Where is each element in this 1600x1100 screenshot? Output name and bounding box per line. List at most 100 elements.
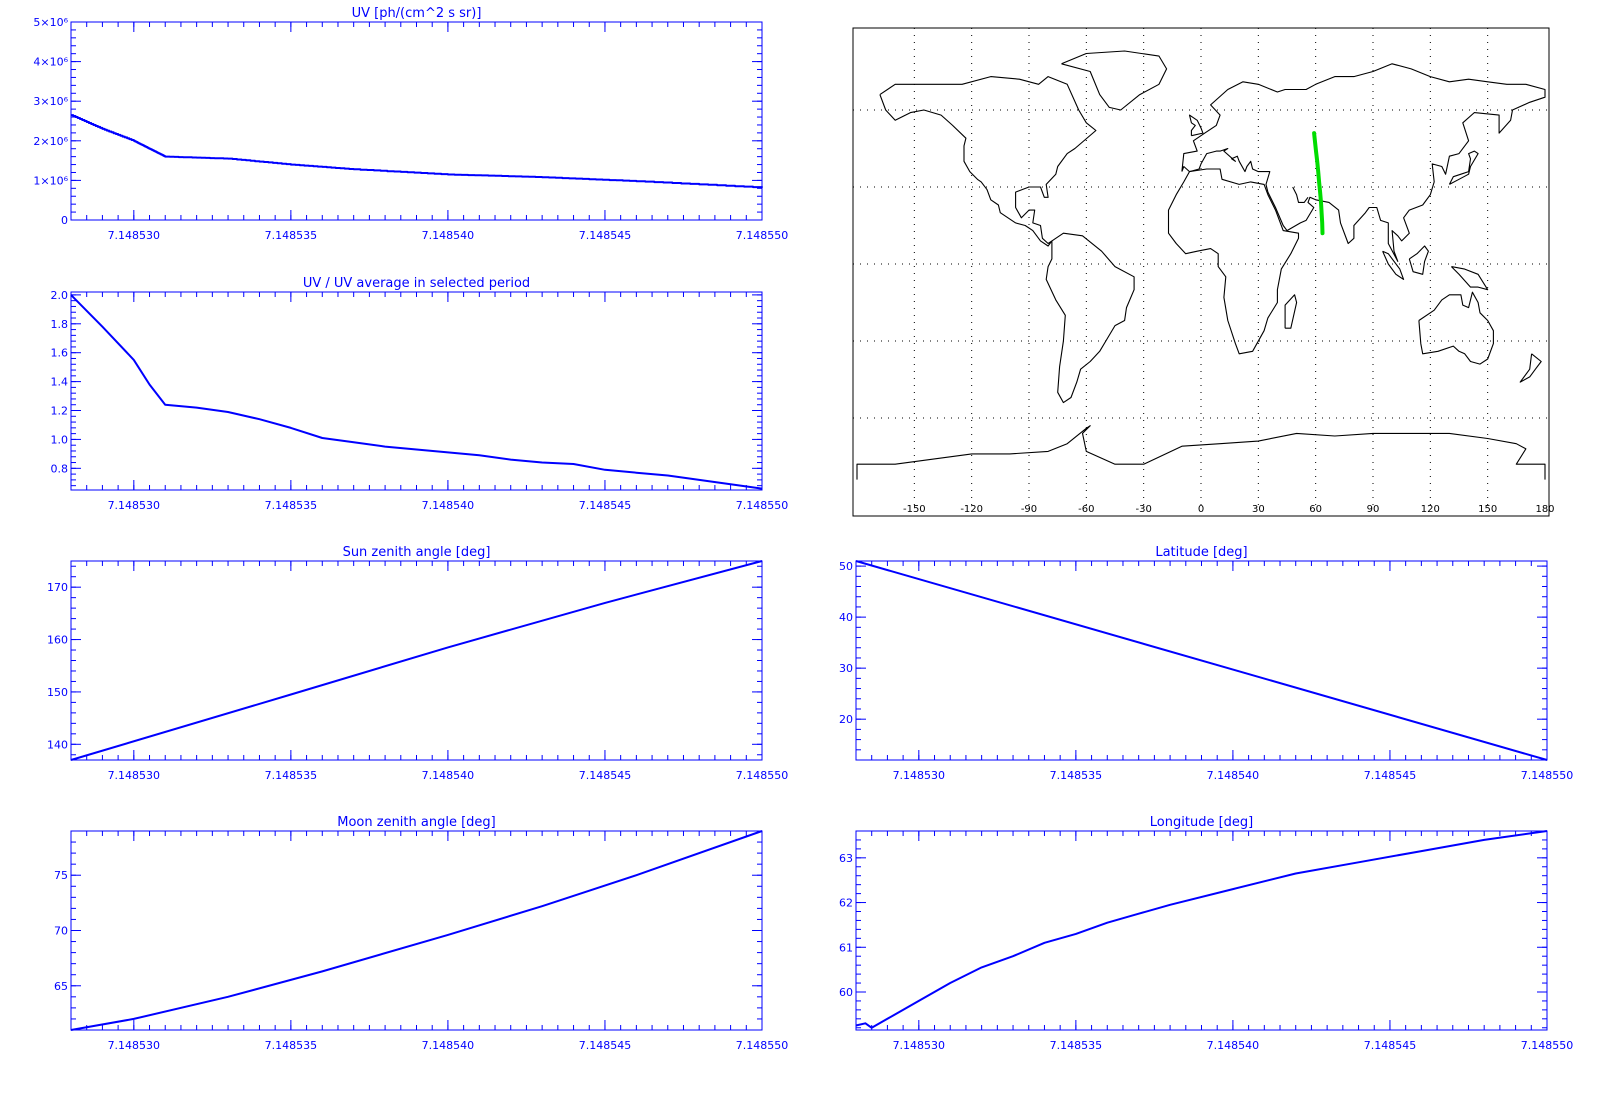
sun-zenith-xtick-label: 7.148540 [422, 769, 475, 782]
map-lon-label: -120 [960, 504, 983, 515]
moon-zenith-title: Moon zenith angle [deg] [337, 815, 495, 830]
sun-zenith-series-line [70, 560, 763, 761]
latitude-xtick-label: 7.148550 [1521, 769, 1574, 782]
time-series-plots: UV [ph/(cm^2 s sr)] 7.148530 7.148535 7.148… [33, 6, 1573, 1052]
sun-zenith-ytick-label: 140 [47, 738, 68, 751]
uv-intensity-ytick-label: 1×10⁶ [33, 174, 68, 187]
uv-ratio-frame [70, 291, 763, 491]
longitude-xtick-label: 7.148540 [1207, 1039, 1260, 1052]
sun-zenith-ytick-label: 160 [47, 634, 68, 647]
map-lon-label: -150 [903, 504, 926, 515]
sumatra-outline [1382, 250, 1405, 280]
moon-zenith-xtick-label: 7.148545 [579, 1039, 632, 1052]
uv-ratio-panel: UV / UV average in selected period 7.1485… [51, 276, 789, 512]
latitude-ytick-label: 20 [839, 713, 853, 726]
north-america-outline [879, 76, 1097, 247]
uv-ratio-ytick-label: 1.6 [51, 347, 69, 360]
uv-ratio-ytick-label: 1.2 [51, 405, 69, 418]
australia-outline [1418, 291, 1494, 365]
uv-intensity-ytick-label: 3×10⁶ [33, 95, 68, 108]
greenland-outline [1061, 50, 1168, 111]
sun-zenith-xtick-label: 7.148530 [108, 769, 161, 782]
moon-zenith-xtick-label: 7.148530 [108, 1039, 161, 1052]
map-lon-label: -30 [1135, 504, 1151, 515]
latitude-ytick-label: 40 [839, 611, 853, 624]
africa-outline [1167, 168, 1300, 355]
madagascar-outline [1284, 294, 1298, 329]
uv-intensity-xtick-label: 7.148535 [265, 229, 318, 242]
latitude-xtick-label: 7.148535 [1050, 769, 1103, 782]
map-lon-label: 90 [1367, 504, 1380, 515]
map-lon-label: -90 [1021, 504, 1037, 515]
arabian-gulf-coast-outline [1292, 186, 1309, 203]
sun-zenith-panel: Sun zenith angle [deg] 7.148530 7.148535 7.… [47, 545, 788, 782]
moon-zenith-xtick-label: 7.148550 [736, 1039, 789, 1052]
longitude-title: Longitude [deg] [1150, 815, 1253, 830]
sun-zenith-ytick-label: 150 [47, 686, 68, 699]
uv-ratio-ytick-label: 1.0 [51, 433, 69, 446]
uv-intensity-frame [70, 21, 763, 221]
moon-zenith-series-line [70, 830, 763, 1031]
japan-outline [1448, 150, 1479, 185]
uv-ratio-xtick-label: 7.148550 [736, 499, 789, 512]
uv-intensity-xtick-label: 7.148545 [579, 229, 632, 242]
uv-intensity-panel: UV [ph/(cm^2 s sr)] 7.148530 7.148535 7.148… [33, 6, 788, 242]
uv-ratio-xtick-label: 7.148540 [422, 499, 475, 512]
sun-zenith-xtick-label: 7.148545 [579, 769, 632, 782]
eurasia-outline [1181, 63, 1546, 262]
sun-zenith-xtick-label: 7.148535 [265, 769, 318, 782]
longitude-series-line [855, 830, 1548, 1029]
uv-intensity-title: UV [ph/(cm^2 s sr)] [352, 6, 482, 21]
map-frame [852, 27, 1550, 517]
moon-zenith-xtick-label: 7.148540 [422, 1039, 475, 1052]
new-zealand-outline [1519, 353, 1542, 383]
longitude-xtick-label: 7.148530 [893, 1039, 946, 1052]
map-lon-label: -60 [1078, 504, 1094, 515]
south-america-outline [1045, 232, 1135, 404]
map-lon-label: 180 [1535, 504, 1554, 515]
satellite-ground-track [1312, 131, 1325, 236]
uv-intensity-ytick-label: 4×10⁶ [33, 56, 68, 69]
longitude-ytick-label: 61 [839, 941, 853, 954]
sun-zenith-xtick-label: 7.148550 [736, 769, 789, 782]
uv-ratio-title: UV / UV average in selected period [303, 276, 530, 291]
borneo-outline [1408, 245, 1429, 275]
latitude-panel: Latitude [deg] 7.148530 7.148535 7.148540 7.… [839, 545, 1573, 782]
sun-zenith-ytick-label: 170 [47, 581, 68, 594]
sun-zenith-title: Sun zenith angle [deg] [343, 545, 491, 560]
moon-zenith-xtick-label: 7.148535 [265, 1039, 318, 1052]
moon-zenith-ytick-label: 75 [54, 869, 68, 882]
uv-ratio-ytick-label: 1.8 [51, 318, 69, 331]
uv-intensity-ytick-label: 0 [61, 214, 68, 227]
uv-intensity-xtick-label: 7.148530 [108, 229, 161, 242]
uv-intensity-ytick-label: 5×10⁶ [33, 16, 68, 29]
longitude-ytick-label: 60 [839, 986, 853, 999]
map-coastlines [856, 50, 1546, 480]
moon-zenith-ytick-label: 70 [54, 925, 68, 938]
uv-ratio-xtick-label: 7.148535 [265, 499, 318, 512]
moon-zenith-ytick-label: 65 [54, 980, 68, 993]
uv-intensity-series-line [71, 114, 763, 189]
uv-ratio-ytick-label: 1.4 [51, 376, 69, 389]
map-lon-label: 60 [1309, 504, 1322, 515]
latitude-xtick-label: 7.148545 [1364, 769, 1417, 782]
longitude-xtick-label: 7.148545 [1364, 1039, 1417, 1052]
latitude-xtick-label: 7.148540 [1207, 769, 1260, 782]
uv-ratio-ytick-label: 2.0 [51, 289, 69, 302]
uv-ratio-series-line [70, 294, 763, 490]
longitude-ytick-label: 62 [839, 897, 853, 910]
moon-zenith-panel: Moon zenith angle [deg] 7.148530 7.148535 7… [54, 815, 788, 1052]
latitude-title: Latitude [deg] [1155, 545, 1247, 560]
longitude-ytick-label: 63 [839, 852, 853, 865]
uv-ratio-xtick-label: 7.148545 [579, 499, 632, 512]
map-lon-label: 120 [1421, 504, 1440, 515]
map-lon-label: 0 [1198, 504, 1204, 515]
map-gridlines [853, 28, 1549, 505]
longitude-xtick-label: 7.148550 [1521, 1039, 1574, 1052]
new-guinea-outline [1451, 266, 1489, 291]
world-map: -150 -120 -90 -60 -30 0 30 60 90 120 150 180 [852, 27, 1555, 517]
uv-intensity-xtick-label: 7.148540 [422, 229, 475, 242]
uv-ratio-ytick-label: 0.8 [51, 462, 69, 475]
latitude-series-line [855, 560, 1548, 761]
